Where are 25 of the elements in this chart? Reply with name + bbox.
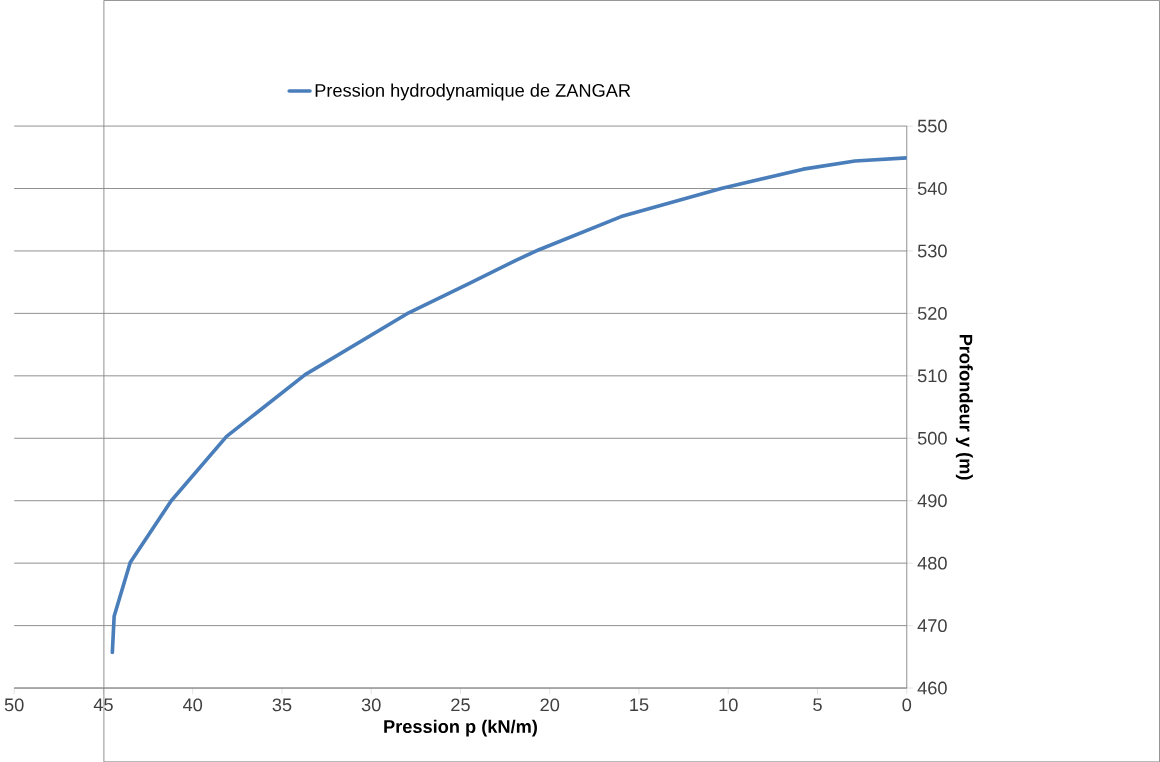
y-tick-label: 480 <box>917 556 947 570</box>
y-tick-label: 550 <box>917 119 947 133</box>
y-tick-label: 460 <box>917 681 947 695</box>
x-tick-label: 10 <box>719 698 738 712</box>
y-tick-label: 540 <box>917 181 947 195</box>
y-axis-title: Profondeur y (m) <box>955 334 973 480</box>
y-tick-label: 490 <box>917 494 947 507</box>
y-tick-label: 500 <box>917 431 947 445</box>
x-tick-label: 5 <box>813 698 822 711</box>
x-tick-label: 40 <box>182 698 203 712</box>
y-tick-label: 520 <box>917 306 947 320</box>
y-tick-label: 530 <box>917 244 947 258</box>
x-tick-label: 50 <box>4 698 24 712</box>
x-tick-label: 30 <box>361 698 381 712</box>
x-tick-label: 35 <box>272 698 292 712</box>
x-tick-label: 0 <box>902 698 912 712</box>
x-tick-label: 25 <box>451 698 470 712</box>
y-tick-label: 510 <box>917 369 947 383</box>
x-tick-label: 15 <box>630 698 649 711</box>
x-tick-label: 45 <box>93 698 113 711</box>
line-series <box>110 155 907 655</box>
legend-label: Pression hydrodynamique de ZANGAR <box>315 83 631 101</box>
y-tick-label: 470 <box>917 618 947 632</box>
x-axis-title: Pression p (kN/m) <box>384 719 537 737</box>
x-tick-label: 20 <box>540 698 560 712</box>
